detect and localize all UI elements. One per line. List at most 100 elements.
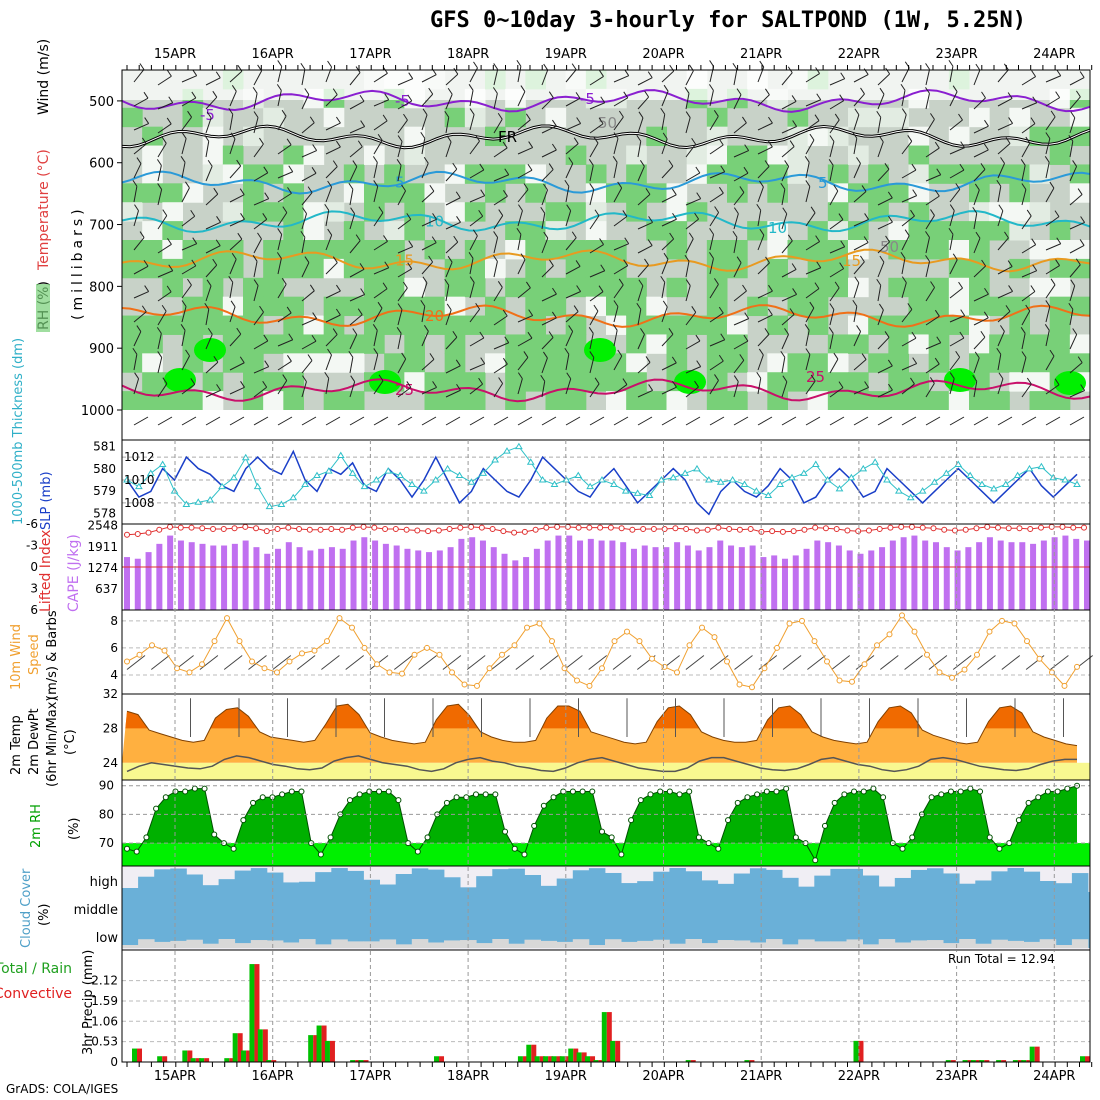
contour-label-5: 5	[395, 174, 405, 192]
rh-point	[637, 797, 644, 804]
rh-shade-cell	[485, 353, 506, 373]
cloud-low-bar	[862, 944, 880, 948]
upper-air-dry-band	[122, 70, 1090, 100]
wind-barb-flag	[359, 263, 365, 270]
rh-shade-cell	[969, 277, 990, 298]
wind-barb	[973, 97, 986, 110]
rh-shade-cell	[969, 334, 990, 354]
rh-shade-cell	[1029, 202, 1051, 222]
wind-barb-flag	[355, 234, 361, 241]
temp-label-2: 2m DewPt	[27, 708, 42, 775]
wind-barb	[445, 197, 461, 206]
rh-shade-cell	[384, 164, 405, 184]
wind-barb-surface	[349, 416, 365, 426]
thickness-point	[408, 480, 416, 487]
wind-barb	[541, 169, 554, 182]
wind-barb-flag	[1021, 183, 1027, 190]
thickness-point	[776, 480, 785, 487]
rh-shade-cell	[464, 372, 486, 392]
precip-bar	[1029, 1046, 1035, 1062]
thickness-point	[134, 482, 143, 490]
wind-barb	[253, 311, 264, 326]
rh-shade-cell	[666, 315, 688, 335]
wind-barb	[517, 315, 533, 323]
rh-shade-cell	[928, 391, 950, 411]
wind-barb-surface	[421, 416, 437, 426]
cloud-low-label: low	[96, 931, 119, 946]
lifted-index-point	[457, 524, 464, 531]
wind-barb-flag	[566, 372, 572, 379]
wind-barb-flag	[663, 252, 669, 260]
cape-bar	[415, 550, 422, 610]
cape-bar	[242, 540, 249, 610]
wind-barb-flag	[638, 111, 644, 119]
wind-barb	[661, 138, 668, 155]
rh-shade-cell	[283, 145, 304, 165]
rh-shade-cell	[444, 372, 466, 392]
wind-barb-flag	[309, 116, 315, 123]
wind-barb	[613, 116, 624, 131]
rh-shade-cell	[142, 334, 163, 354]
thickness-point	[467, 478, 476, 485]
wind-speed-point	[236, 638, 243, 645]
wind-barb	[733, 381, 739, 398]
cloud-low-bar	[766, 939, 783, 948]
wind-speed-point	[374, 661, 380, 668]
wind-barb	[853, 138, 858, 155]
rh-shade-cell	[888, 391, 909, 411]
wind-barb-flag	[480, 189, 486, 196]
rh-shade-cell	[243, 183, 264, 203]
wind-speed-point	[261, 665, 268, 672]
wind-barb	[301, 69, 306, 86]
rh-shade-cell	[545, 334, 567, 354]
wind-barb-flag	[281, 109, 287, 117]
rh-shade-cell	[162, 315, 183, 335]
wind-barb	[925, 93, 930, 110]
rh-shade-cell	[303, 334, 325, 354]
wind-barb	[1045, 330, 1050, 347]
wind-barb-surface	[901, 416, 917, 426]
wind-speed-point	[499, 651, 505, 658]
rh-point	[938, 791, 945, 798]
wind-barb	[589, 165, 594, 182]
wind-barb-flag	[739, 354, 745, 361]
wind-barb	[1021, 357, 1027, 374]
wind-barb-flag	[401, 352, 407, 360]
wind-barb-flag	[373, 180, 379, 187]
wind-barb-flag	[696, 192, 702, 199]
cape-bar	[134, 558, 141, 610]
wind-barb-flag	[736, 88, 742, 95]
wind-barb-10m	[977, 655, 996, 670]
wind-barb	[205, 77, 221, 86]
rh-shade-cell	[444, 315, 466, 335]
rh-shade-cell	[565, 353, 587, 373]
wind-barb	[805, 307, 815, 323]
cape-bar	[253, 547, 260, 610]
precip-bar	[1080, 1056, 1085, 1062]
wind-barb-10m	[1050, 655, 1069, 670]
rh-shade-cell	[1049, 334, 1071, 354]
cloud-low-bar	[186, 939, 203, 948]
wind-barb-flag	[743, 166, 749, 174]
wind-barb-flag	[456, 383, 461, 391]
wind-barb	[877, 73, 890, 86]
wind-label-3: (m/s) & Barbs	[45, 610, 60, 700]
lifted-index-point	[446, 526, 453, 533]
precip-bar	[1021, 1060, 1027, 1062]
wind-speed-point	[774, 644, 780, 651]
wind-barb-10m	[588, 655, 608, 670]
wind-barb-flag	[959, 163, 965, 171]
rh-shade-cell	[989, 296, 1010, 317]
wind-barb	[421, 74, 437, 83]
wind-barb-flag	[162, 377, 168, 384]
wind-barb	[1021, 165, 1026, 182]
rh-shade-cell	[525, 277, 546, 298]
wind-barb-flag	[861, 185, 867, 192]
wind-barb	[1021, 291, 1036, 302]
lifted-index-point	[855, 528, 862, 535]
wind-barb-flag	[408, 240, 414, 247]
wind-barb-flag	[709, 252, 714, 259]
cloud-high-bar	[524, 874, 541, 892]
wind-barb-surface	[1021, 416, 1037, 426]
cloud-high-bar	[1039, 881, 1057, 892]
